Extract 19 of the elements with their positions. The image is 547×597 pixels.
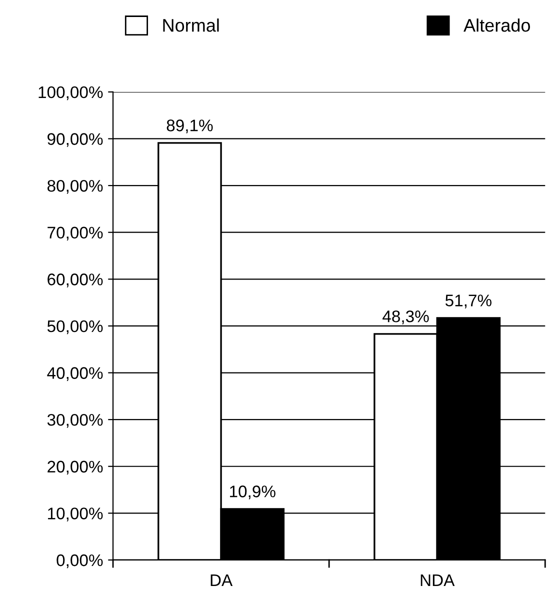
data-label: 51,7%: [445, 294, 492, 308]
y-tick-label: 50,00%: [47, 320, 103, 334]
y-tick-label: 60,00%: [48, 274, 103, 288]
x-tick-label: NDA: [420, 574, 455, 586]
y-tick-label: 0,00%: [56, 554, 103, 568]
data-label: 89,1%: [166, 120, 213, 134]
y-tick-label: 20,00%: [48, 460, 103, 475]
y-tick-label: 80,00%: [47, 180, 103, 194]
y-tick-label: 30,00%: [47, 414, 103, 428]
y-tick-label: 90,00%: [48, 133, 103, 147]
data-label: 10,9%: [230, 486, 276, 500]
y-tick-label: 70,00%: [48, 226, 103, 241]
data-label: 48,3%: [382, 310, 429, 324]
x-tick-label: DA: [210, 574, 233, 586]
y-tick-label: 40,00%: [47, 367, 103, 381]
legend-label: Alterado: [464, 18, 530, 32]
legend-label: Normal: [163, 18, 219, 32]
y-tick-label: 100,00%: [38, 86, 103, 100]
y-tick-label: 10,00%: [48, 508, 103, 522]
